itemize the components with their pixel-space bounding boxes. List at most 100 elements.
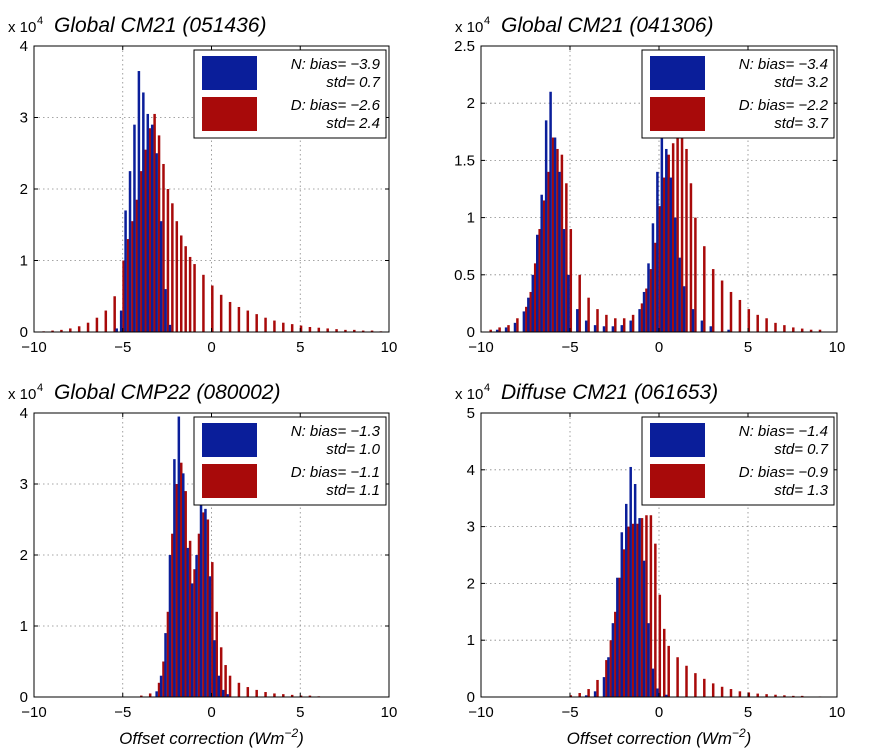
bar-n-4 — [527, 297, 530, 332]
bar-d-37 — [720, 280, 724, 332]
bar-d-12 — [560, 154, 564, 332]
bar-n-1 — [504, 327, 508, 332]
y-tick-label: 0.5 — [454, 267, 475, 284]
bar-d-41 — [756, 314, 759, 332]
legend-swatch-d — [202, 97, 257, 131]
bar-d-11 — [636, 523, 639, 697]
bar-d-24 — [188, 256, 192, 332]
bar-d-31 — [783, 695, 786, 697]
bar-d-30 — [676, 128, 679, 332]
y-multiplier: x 10 — [8, 386, 36, 403]
y-multiplier-exponent: 4 — [37, 15, 43, 27]
bar-d-38 — [729, 291, 733, 332]
y-tick-label: 4 — [20, 405, 28, 422]
bar-n-5 — [531, 274, 535, 332]
bar-d-23 — [184, 246, 187, 332]
bar-d-35 — [282, 322, 285, 332]
bar-d-33 — [689, 183, 693, 332]
bar-d-3 — [596, 679, 599, 697]
bar-n-11 — [204, 508, 207, 697]
bar-n-13 — [567, 274, 570, 332]
y-tick-label: 1 — [20, 618, 28, 635]
legend-swatch-d — [202, 464, 257, 498]
bar-n-21 — [638, 309, 641, 332]
bar-d-20 — [171, 203, 174, 332]
bar-d-21 — [631, 314, 635, 332]
bar-n-14 — [217, 675, 221, 697]
bar-d-20 — [246, 687, 250, 697]
bar-d-22 — [703, 678, 706, 697]
bar-n-17 — [602, 326, 606, 332]
bar-d-17 — [663, 628, 666, 697]
bar-d-0 — [489, 329, 492, 332]
bar-d-25 — [654, 242, 657, 332]
bar-n-1 — [159, 675, 163, 697]
bar-n-10 — [638, 518, 641, 697]
bar-d-25 — [729, 689, 733, 697]
bar-d-30 — [774, 694, 777, 697]
bar-d-12 — [135, 199, 139, 332]
bar-n-15 — [584, 320, 588, 332]
bar-d-31 — [246, 310, 250, 332]
bar-d-34 — [273, 320, 276, 332]
bar-d-3 — [69, 328, 72, 332]
bar-n-13 — [213, 640, 216, 697]
bar-d-48 — [818, 329, 822, 332]
bar-d-14 — [649, 515, 653, 697]
bar-n-12 — [562, 229, 566, 332]
x-tick-label: −10 — [21, 339, 46, 356]
bar-d-1 — [498, 327, 501, 332]
bar-d-26 — [202, 274, 205, 332]
legend-bias-n: N: bias= −1.3 — [291, 423, 381, 440]
bar-d-18 — [667, 645, 670, 697]
bar-d-10 — [126, 239, 130, 332]
bar-n-6 — [620, 532, 624, 697]
bar-n-14 — [576, 309, 579, 332]
bar-n-12 — [208, 576, 212, 697]
bar-d-47 — [809, 329, 813, 332]
bar-d-15 — [148, 128, 152, 332]
legend-std-d: std= 1.1 — [326, 482, 380, 499]
bar-d-17 — [157, 135, 161, 333]
bar-d-32 — [685, 148, 688, 332]
bar-n-22 — [642, 291, 646, 332]
bar-d-16 — [587, 297, 590, 332]
x-tick-label: −5 — [114, 704, 131, 721]
bar-n-11 — [642, 560, 646, 697]
bar-n-23 — [647, 263, 650, 332]
bar-d-5 — [529, 291, 532, 332]
bar-d-7 — [618, 577, 621, 697]
bar-n-4 — [133, 124, 136, 333]
bar-d-9 — [547, 171, 550, 332]
bar-d-28 — [756, 693, 759, 697]
bar-d-45 — [792, 327, 795, 332]
y-tick-label: 1 — [467, 632, 475, 649]
bar-d-22 — [264, 692, 267, 697]
bar-d-39 — [738, 299, 742, 332]
bar-d-41 — [335, 329, 338, 332]
bar-d-21 — [694, 673, 697, 697]
bar-n-8 — [190, 583, 194, 697]
bar-d-28 — [219, 294, 223, 332]
bar-d-26 — [658, 206, 662, 332]
bar-n-19 — [620, 325, 624, 332]
bar-d-7 — [179, 462, 183, 697]
bar-n-2 — [164, 633, 167, 697]
bar-d-7 — [538, 229, 541, 332]
bar-d-30 — [237, 306, 241, 332]
bar-d-43 — [353, 329, 356, 332]
x-tick-label: 0 — [655, 339, 663, 356]
bar-d-22 — [179, 235, 183, 332]
bar-n-27 — [665, 148, 668, 332]
y-tick-label: 0 — [467, 324, 475, 341]
y-tick-label: 4 — [467, 462, 475, 479]
bar-n-12 — [168, 324, 172, 332]
y-multiplier-exponent: 4 — [484, 15, 490, 27]
x-tick-label: 0 — [207, 339, 215, 356]
y-tick-label: 3 — [467, 519, 475, 536]
y-tick-label: 1 — [20, 253, 28, 270]
bar-d-33 — [800, 695, 804, 697]
bar-d-40 — [747, 309, 751, 332]
bar-d-25 — [193, 264, 196, 332]
